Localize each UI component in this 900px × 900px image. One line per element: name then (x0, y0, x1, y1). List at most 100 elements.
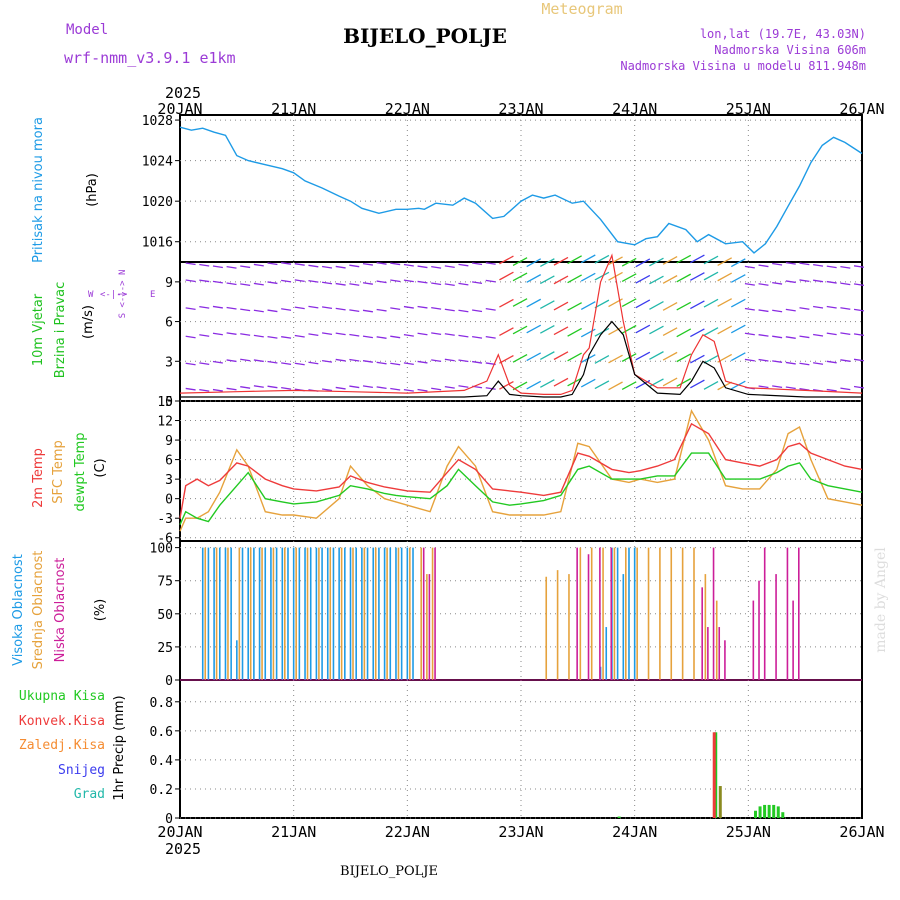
wind-vector (758, 283, 769, 286)
wind-vector (417, 388, 428, 392)
wind-vector (840, 387, 851, 391)
wind-vector (635, 324, 651, 334)
bottom-tick-label: 26JAN (839, 823, 884, 841)
wind-vector (321, 360, 333, 363)
precip-bar (758, 806, 762, 818)
temp-ytick-label: 6 (165, 454, 173, 469)
wind-vector (580, 254, 596, 264)
wind-vector (403, 279, 414, 283)
wind-vector (772, 385, 783, 389)
wind-vector (281, 308, 292, 311)
precip-bar (718, 786, 722, 818)
wind-vector (431, 266, 442, 269)
wind-vector (226, 306, 237, 310)
temp-ytick-label: 12 (157, 415, 173, 430)
wind-vector (840, 282, 851, 286)
wind-vector (472, 360, 483, 364)
wind-vector (349, 264, 360, 268)
wind-vector (717, 257, 732, 267)
wind-vector (813, 305, 824, 309)
wind-vector (281, 279, 292, 283)
wind-vector (267, 335, 278, 339)
wind-vector (758, 334, 769, 337)
wind-vector (635, 274, 651, 284)
temp-ytick-label: 3 (165, 473, 173, 488)
temp-ytick-label: -3 (157, 512, 173, 527)
temp-ytick-label: 0 (165, 493, 173, 508)
wind-vector (853, 283, 865, 286)
wind-vector (512, 257, 528, 266)
wind-vector (744, 332, 755, 336)
cloud-label-1: Visoka Oblacnost (11, 554, 26, 666)
wind-vector (390, 279, 401, 283)
wind-vector (649, 275, 664, 285)
precip-ytick-label: 0.8 (150, 696, 173, 711)
panel-frame-0 (179, 114, 863, 263)
model-label: Model (66, 22, 108, 38)
plot-layer: 10161020102410280369-6-30369121502550751… (142, 114, 865, 827)
top-tick-label: 22JAN (385, 100, 430, 118)
precip-bar (712, 732, 716, 818)
wind-label-2: Brzina i Pravac (53, 282, 68, 379)
wind-vector (540, 379, 555, 388)
wind-vector (621, 353, 637, 362)
wind-vector (580, 328, 596, 338)
wind-vector (390, 387, 401, 391)
wind-vector (662, 256, 678, 265)
wind-vector (431, 282, 442, 286)
wind-vector (744, 358, 755, 362)
bottom-tick-label: 23JAN (498, 823, 543, 841)
wind-vector (431, 306, 442, 310)
temp-unit: (C) (93, 458, 108, 477)
wind-vector (690, 272, 705, 281)
wind-vector (212, 265, 223, 269)
wind-vector (567, 255, 582, 265)
wind-vector (676, 301, 692, 311)
top-tick-label: 21JAN (271, 100, 316, 118)
wind-vector (772, 281, 783, 285)
wind-vector (199, 362, 210, 366)
wind-vector (349, 283, 360, 286)
wind-vector (321, 281, 333, 285)
wind-vector (826, 388, 837, 392)
wind-vector (376, 361, 387, 365)
pressure-ytick-label: 1016 (142, 236, 173, 251)
bottom-time-ticks: 20JAN 21JAN 22JAN 23JAN 24JAN 25JAN 26JAN (157, 823, 884, 841)
wind-vector (417, 280, 428, 284)
wind-vector (294, 263, 305, 266)
wind-vector (390, 335, 401, 339)
wind-vector (308, 305, 319, 309)
wind-vector (853, 385, 865, 389)
wind-vector (649, 301, 664, 310)
wind-vector (608, 354, 623, 364)
wind-vector (649, 257, 664, 267)
wind-vector (553, 256, 569, 266)
wind-vector (594, 299, 610, 309)
wind-vector (185, 279, 196, 283)
cloud-ytick-label: 25 (157, 641, 173, 656)
wind-vector (321, 388, 333, 392)
wind-vector (594, 271, 610, 281)
cloud-label-2: Srednja Oblacnost (31, 551, 46, 670)
wind-vector (362, 309, 373, 313)
wind-vector (499, 298, 514, 308)
wind-ytick-label: 9 (165, 276, 173, 291)
wind-vector (662, 302, 678, 311)
wind-vector (690, 254, 705, 264)
wind-vector (526, 258, 542, 268)
precip-legend-snow: Snijeg (58, 763, 105, 778)
wind-vector (499, 354, 514, 364)
wind-vector (417, 332, 428, 336)
wind-vector (567, 327, 582, 337)
temp-ytick-label: -6 (157, 532, 173, 547)
wind-vector (813, 362, 824, 365)
wind-vector (621, 257, 637, 267)
wind-vector (608, 298, 623, 308)
wind-vector (553, 301, 569, 311)
wind-vector (199, 263, 210, 267)
precip-bar (772, 804, 776, 818)
wind-vector (621, 381, 637, 391)
wind-vector (212, 280, 223, 284)
wind-vector (417, 305, 428, 309)
